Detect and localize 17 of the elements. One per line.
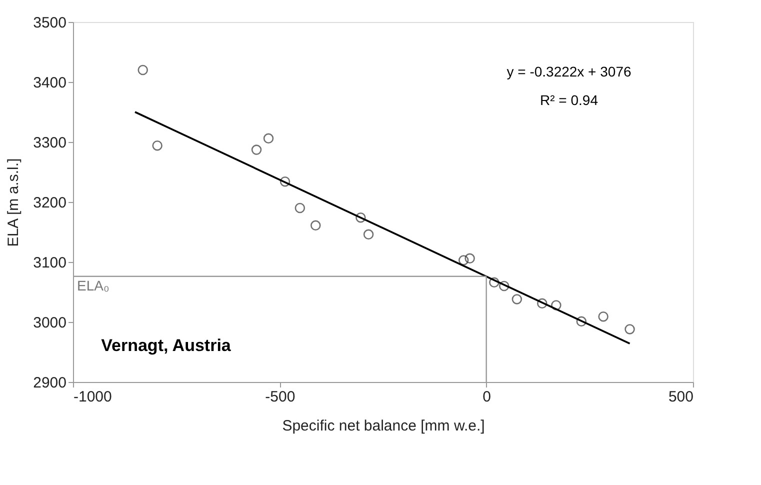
x-tick-label: 0 — [482, 388, 492, 406]
y-axis-title: ELA [m a.s.l.] — [5, 158, 22, 247]
y-tick-label: 3500 — [33, 14, 66, 32]
ref-line-label: ELA₀ — [77, 277, 110, 294]
y-tick-label: 3000 — [33, 314, 66, 332]
x-tick-label: -500 — [265, 388, 296, 406]
y-tick-label: 3300 — [33, 134, 66, 152]
x-tick-label: 500 — [668, 388, 694, 406]
annotation: Vernagt, Austria — [101, 336, 232, 355]
y-tick-label: 3400 — [33, 74, 66, 92]
x-tick-label: -1000 — [74, 388, 112, 406]
annotation: y = -0.3222x + 3076 — [506, 63, 632, 80]
x-axis-title: Specific net balance [mm w.e.] — [282, 418, 485, 434]
y-tick-label: 2900 — [33, 374, 66, 392]
annotation: R² = 0.94 — [540, 92, 598, 108]
y-tick-label: 3200 — [33, 194, 66, 212]
y-tick-label: 3100 — [33, 254, 66, 272]
